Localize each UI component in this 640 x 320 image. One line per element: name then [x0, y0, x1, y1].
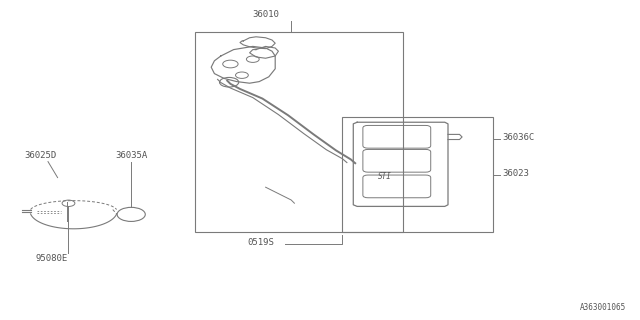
Text: 0519S: 0519S	[248, 238, 275, 247]
Bar	[195, 32, 403, 232]
Text: 36035A: 36035A	[115, 151, 147, 160]
Text: 36036C: 36036C	[502, 133, 534, 142]
Text: 36025D: 36025D	[24, 151, 56, 160]
Text: STI: STI	[378, 172, 392, 180]
Text: 95080E: 95080E	[35, 254, 67, 263]
Text: A363001065: A363001065	[580, 303, 626, 312]
Text: 36023: 36023	[502, 169, 529, 178]
Text: 36010: 36010	[252, 10, 279, 19]
Bar	[342, 117, 493, 232]
